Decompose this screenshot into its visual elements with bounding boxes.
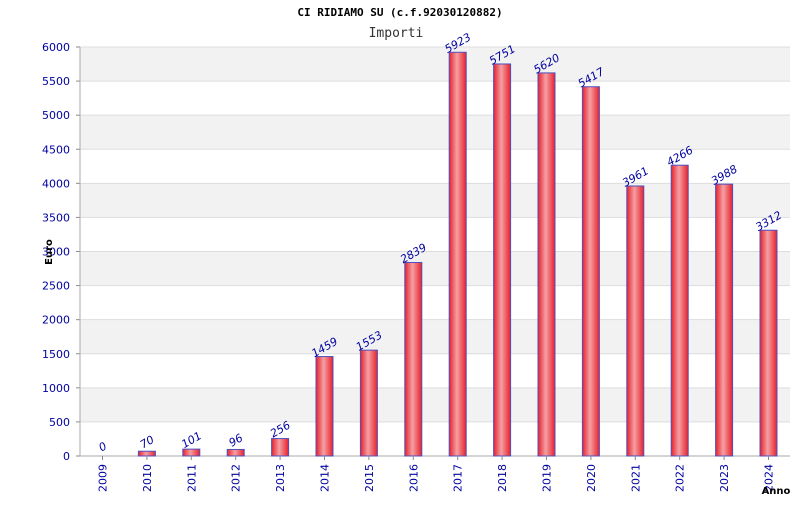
x-tick-label: 2017 bbox=[452, 464, 465, 492]
bar bbox=[493, 63, 512, 457]
x-tick-label: 2013 bbox=[274, 464, 287, 492]
y-tick-label: 0 bbox=[63, 450, 70, 463]
grid-band bbox=[80, 81, 790, 116]
bar bbox=[404, 261, 423, 457]
bar bbox=[715, 183, 734, 457]
y-tick-label: 3000 bbox=[42, 246, 70, 259]
y-tick-label: 1000 bbox=[42, 382, 70, 395]
bar bbox=[226, 448, 245, 457]
y-tick-label: 5000 bbox=[42, 109, 70, 122]
bar bbox=[626, 185, 645, 457]
y-tick-label: 5500 bbox=[42, 75, 70, 88]
chart-title: CI RIDIAMO SU (c.f.92030120882) bbox=[297, 6, 502, 19]
y-tick-label: 3500 bbox=[42, 211, 70, 224]
grid-band bbox=[80, 115, 790, 150]
bar bbox=[448, 51, 467, 457]
x-tick-label: 2015 bbox=[363, 464, 376, 492]
x-tick-label: 2011 bbox=[185, 464, 198, 492]
bar bbox=[537, 72, 556, 457]
bar bbox=[315, 356, 334, 457]
y-tick-label: 2000 bbox=[42, 314, 70, 327]
data-label: 96 bbox=[227, 431, 246, 449]
chart-subtitle: Importi bbox=[369, 26, 424, 41]
bar bbox=[581, 86, 600, 457]
x-tick-label: 2020 bbox=[585, 464, 598, 492]
x-tick-label: 2012 bbox=[230, 464, 243, 492]
x-tick-label: 2010 bbox=[141, 464, 154, 492]
bar bbox=[137, 450, 156, 457]
y-tick-label: 1500 bbox=[42, 348, 70, 361]
x-tick-label: 2021 bbox=[629, 464, 642, 492]
x-tick-label: 2018 bbox=[496, 464, 509, 492]
x-tick-label: 2014 bbox=[319, 464, 332, 492]
data-label: 70 bbox=[138, 433, 157, 451]
y-axis-label: Euro bbox=[44, 239, 55, 265]
y-tick-label: 500 bbox=[49, 416, 70, 429]
grid-band bbox=[80, 47, 790, 82]
x-tick-label: 2024 bbox=[763, 464, 776, 492]
x-tick-label: 2019 bbox=[541, 464, 554, 492]
x-tick-label: 2023 bbox=[718, 464, 731, 492]
x-tick-label: 2016 bbox=[407, 464, 420, 492]
y-tick-label: 2500 bbox=[42, 280, 70, 293]
bar bbox=[271, 438, 290, 457]
bar bbox=[359, 349, 378, 457]
bar bbox=[670, 164, 689, 457]
y-tick-label: 4500 bbox=[42, 143, 70, 156]
x-tick-label: 2022 bbox=[674, 464, 687, 492]
x-tick-label: 2009 bbox=[97, 464, 110, 492]
x-axis-label: Anno bbox=[762, 486, 791, 497]
y-tick-label: 4000 bbox=[42, 177, 70, 190]
bar bbox=[759, 229, 778, 457]
y-tick-label: 6000 bbox=[42, 41, 70, 54]
